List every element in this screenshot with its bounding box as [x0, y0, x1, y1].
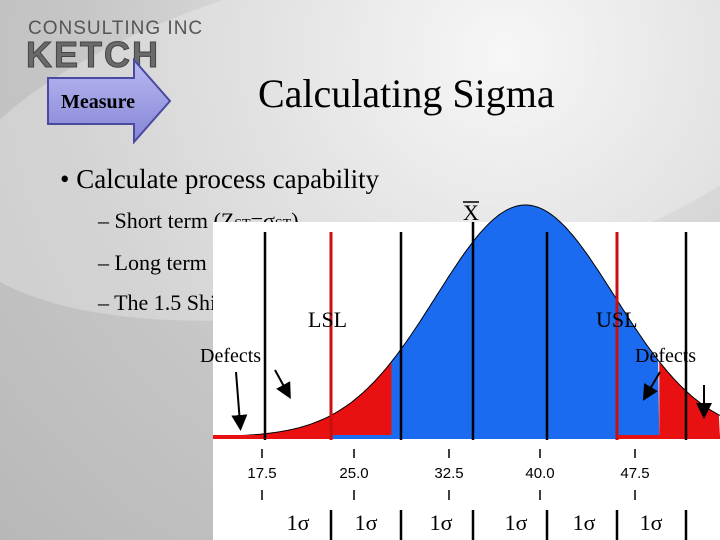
xbar-label: X: [463, 200, 479, 225]
x-tick-5: 47.5: [620, 465, 649, 482]
sub-bullet-shift: – The 1.5 Shift: [98, 290, 230, 315]
baseline-band-right: [617, 435, 720, 439]
sigma-1: 1σ: [287, 510, 310, 535]
baseline-band-mid: [333, 435, 617, 439]
curve-left-tail: [213, 361, 392, 437]
defect-arrows: [231, 369, 712, 431]
sigma-2: 1σ: [355, 510, 378, 535]
arrow-right-1: [642, 371, 661, 401]
x-tick-4: 40.0: [525, 465, 554, 482]
sigma-3: 1σ: [430, 510, 453, 535]
measure-label: Measure: [61, 91, 135, 113]
page-title: Calculating Sigma: [258, 71, 555, 116]
defects-left-label: Defects: [200, 345, 261, 367]
lsl-label: LSL: [308, 307, 347, 332]
x-tick-2: 25.0: [339, 465, 368, 482]
arrow-left-2: [274, 369, 291, 400]
bullet-text: Calculate process capability: [76, 164, 380, 194]
curve-outline: [212, 204, 720, 437]
sigma-dividers: [329, 510, 688, 540]
logo-line1: CONSULTING INC: [28, 18, 203, 39]
curve-body: [391, 205, 660, 437]
usl-label: USL: [596, 307, 638, 332]
sigma-6: 1σ: [640, 510, 663, 535]
bullet-main: • Calculate process capability: [60, 164, 380, 194]
x-tick-1: 17.5: [247, 465, 276, 482]
sigma-boundaries: [263, 222, 688, 440]
sigma-5: 1σ: [573, 510, 596, 535]
sigma-labels: 1σ 1σ 1σ 1σ 1σ 1σ: [287, 510, 663, 535]
tick-marks: [261, 449, 636, 500]
defects-right-label: Defects: [635, 345, 696, 367]
sigma-4: 1σ: [505, 510, 528, 535]
x-tick-labels: 17.5 25.0 32.5 40.0 47.5: [247, 465, 649, 482]
baseline-band-left: [213, 435, 333, 439]
measure-arrow-tab[interactable]: Measure: [46, 58, 176, 144]
arrow-left-1: [231, 371, 248, 431]
x-tick-3: 32.5: [434, 465, 463, 482]
